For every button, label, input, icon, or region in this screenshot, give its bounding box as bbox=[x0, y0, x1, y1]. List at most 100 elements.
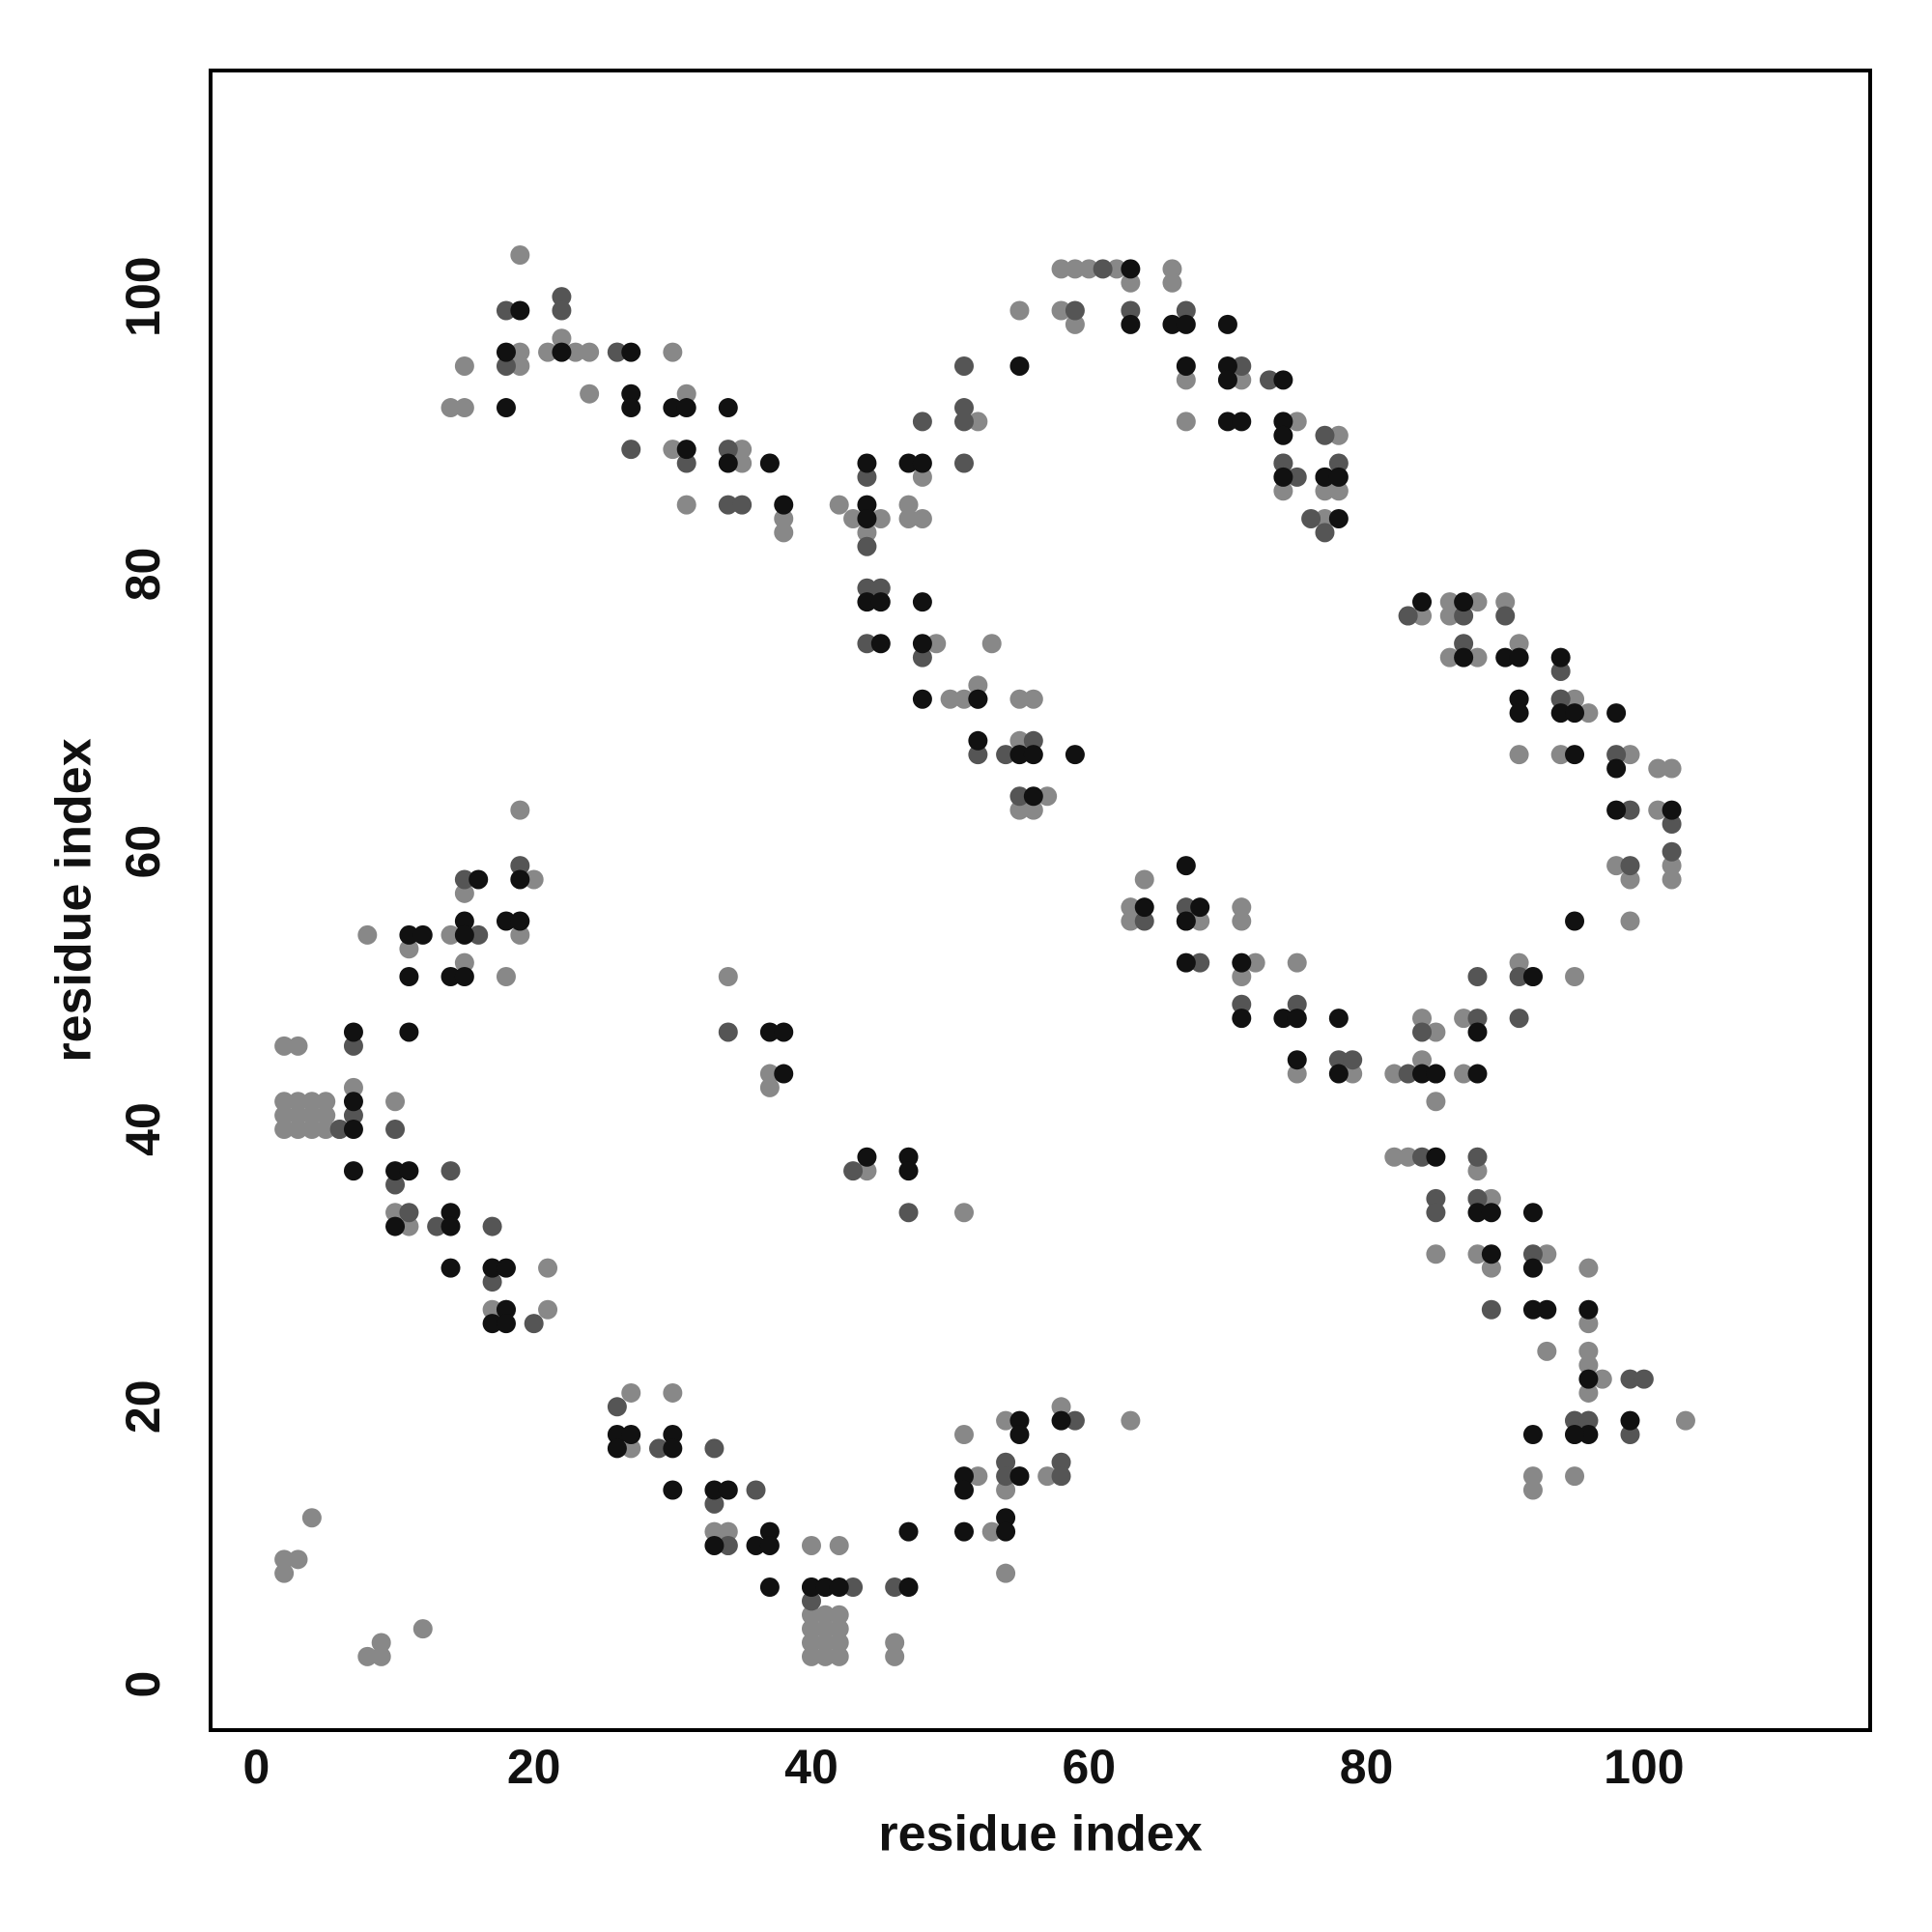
point bbox=[1522, 1244, 1543, 1264]
point bbox=[1315, 481, 1335, 501]
point bbox=[1009, 745, 1030, 765]
point bbox=[1467, 1064, 1488, 1084]
point bbox=[510, 245, 530, 266]
y-tick-label: 100 bbox=[116, 256, 170, 336]
point bbox=[1134, 911, 1154, 931]
point bbox=[274, 1105, 295, 1125]
point bbox=[1398, 1064, 1418, 1084]
point bbox=[274, 1036, 295, 1056]
point bbox=[829, 1633, 849, 1653]
point bbox=[1648, 800, 1668, 820]
point bbox=[454, 924, 474, 945]
point bbox=[1454, 606, 1474, 626]
point bbox=[274, 1092, 295, 1112]
point bbox=[857, 495, 877, 515]
point bbox=[1176, 952, 1196, 973]
point bbox=[981, 1521, 1002, 1542]
point bbox=[1412, 606, 1433, 626]
point bbox=[1620, 911, 1640, 931]
point bbox=[1176, 314, 1196, 334]
point bbox=[357, 1646, 378, 1666]
point bbox=[1522, 1425, 1543, 1445]
point bbox=[1620, 1369, 1640, 1389]
point bbox=[1509, 967, 1529, 987]
point bbox=[343, 1077, 363, 1097]
point bbox=[953, 1425, 974, 1445]
point bbox=[1190, 952, 1210, 973]
point bbox=[1232, 412, 1252, 432]
point bbox=[676, 398, 696, 418]
point bbox=[1565, 967, 1585, 987]
point bbox=[1287, 994, 1307, 1014]
point bbox=[1467, 647, 1488, 668]
point bbox=[329, 1120, 350, 1140]
point bbox=[1675, 1410, 1695, 1431]
point bbox=[746, 1535, 766, 1555]
point bbox=[1606, 856, 1627, 876]
point bbox=[1121, 259, 1141, 279]
point bbox=[1578, 1410, 1599, 1431]
point bbox=[454, 398, 474, 418]
point bbox=[1439, 606, 1460, 626]
point bbox=[1439, 592, 1460, 612]
point bbox=[482, 1216, 502, 1236]
point bbox=[1662, 856, 1682, 876]
point bbox=[1121, 1410, 1141, 1431]
point bbox=[759, 1535, 780, 1555]
point bbox=[1426, 1022, 1446, 1042]
point bbox=[1412, 1022, 1433, 1042]
point bbox=[1426, 1244, 1446, 1264]
point bbox=[968, 730, 988, 751]
point bbox=[774, 508, 794, 528]
point bbox=[1426, 1147, 1446, 1167]
point bbox=[1328, 481, 1349, 501]
point bbox=[607, 342, 627, 362]
point bbox=[510, 911, 530, 931]
point bbox=[774, 1064, 794, 1084]
point bbox=[440, 1258, 461, 1278]
point bbox=[496, 398, 516, 418]
point bbox=[718, 1480, 738, 1500]
point bbox=[343, 1022, 363, 1042]
point bbox=[454, 883, 474, 903]
point bbox=[1051, 300, 1071, 321]
point bbox=[1190, 911, 1210, 931]
point bbox=[399, 1216, 419, 1236]
point bbox=[953, 1203, 974, 1223]
point bbox=[1134, 897, 1154, 918]
x-tick-label: 60 bbox=[1062, 1740, 1116, 1794]
point bbox=[968, 412, 988, 432]
point bbox=[996, 1508, 1016, 1528]
point bbox=[621, 1382, 641, 1403]
x-tick-label: 80 bbox=[1340, 1740, 1394, 1794]
point bbox=[1079, 259, 1099, 279]
point bbox=[1578, 1299, 1599, 1320]
point bbox=[704, 1493, 724, 1514]
point bbox=[663, 1480, 683, 1500]
point bbox=[704, 1438, 724, 1459]
point bbox=[774, 495, 794, 515]
point bbox=[718, 398, 738, 418]
point bbox=[1592, 1369, 1612, 1389]
point bbox=[1328, 1009, 1349, 1029]
x-axis-label: residue index bbox=[878, 1806, 1202, 1862]
point bbox=[981, 634, 1002, 654]
point bbox=[1467, 592, 1488, 612]
point bbox=[1454, 634, 1474, 654]
point bbox=[704, 1480, 724, 1500]
point bbox=[857, 523, 877, 543]
y-tick-label: 20 bbox=[116, 1379, 170, 1434]
point bbox=[1315, 523, 1335, 543]
point bbox=[1398, 1147, 1418, 1167]
point bbox=[1273, 467, 1293, 487]
point bbox=[1467, 967, 1488, 987]
point bbox=[1260, 370, 1280, 390]
point bbox=[676, 440, 696, 460]
point bbox=[440, 924, 461, 945]
point bbox=[815, 1577, 836, 1598]
point bbox=[1412, 1050, 1433, 1070]
point bbox=[524, 869, 544, 890]
point bbox=[1439, 647, 1460, 668]
point bbox=[898, 1203, 919, 1223]
